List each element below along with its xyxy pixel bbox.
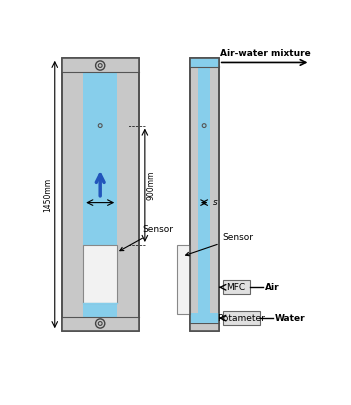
Bar [198,58,210,331]
Bar [190,58,219,67]
Bar [210,58,214,331]
Text: Rotameter: Rotameter [217,313,265,323]
Bar [62,58,139,72]
Text: s: s [213,198,217,207]
Bar [190,313,219,323]
Bar [62,58,139,331]
Text: Water: Water [275,313,306,323]
Bar [190,58,219,331]
Bar [190,58,219,331]
Bar [71,58,83,331]
Bar [190,58,219,66]
Bar [62,58,139,331]
Circle shape [98,124,102,128]
Circle shape [95,61,105,70]
Bar [83,245,117,303]
Bar [62,318,139,331]
Circle shape [202,124,206,128]
Text: 900mm: 900mm [146,171,155,200]
Text: w: w [97,190,104,199]
Bar [194,58,198,331]
Bar [71,58,130,331]
Bar [177,245,190,314]
Text: Air-water mixture: Air-water mixture [220,49,311,58]
Bar [223,311,260,325]
Bar [117,58,130,331]
Text: Sensor: Sensor [186,233,254,256]
Text: Air: Air [265,283,280,292]
Text: 1450mm: 1450mm [44,177,52,211]
Bar [223,280,250,294]
Text: MFC: MFC [226,283,246,292]
Circle shape [95,319,105,328]
Bar [190,324,219,331]
Text: Sensor: Sensor [120,225,173,251]
Bar [194,58,214,331]
Bar [83,58,117,331]
